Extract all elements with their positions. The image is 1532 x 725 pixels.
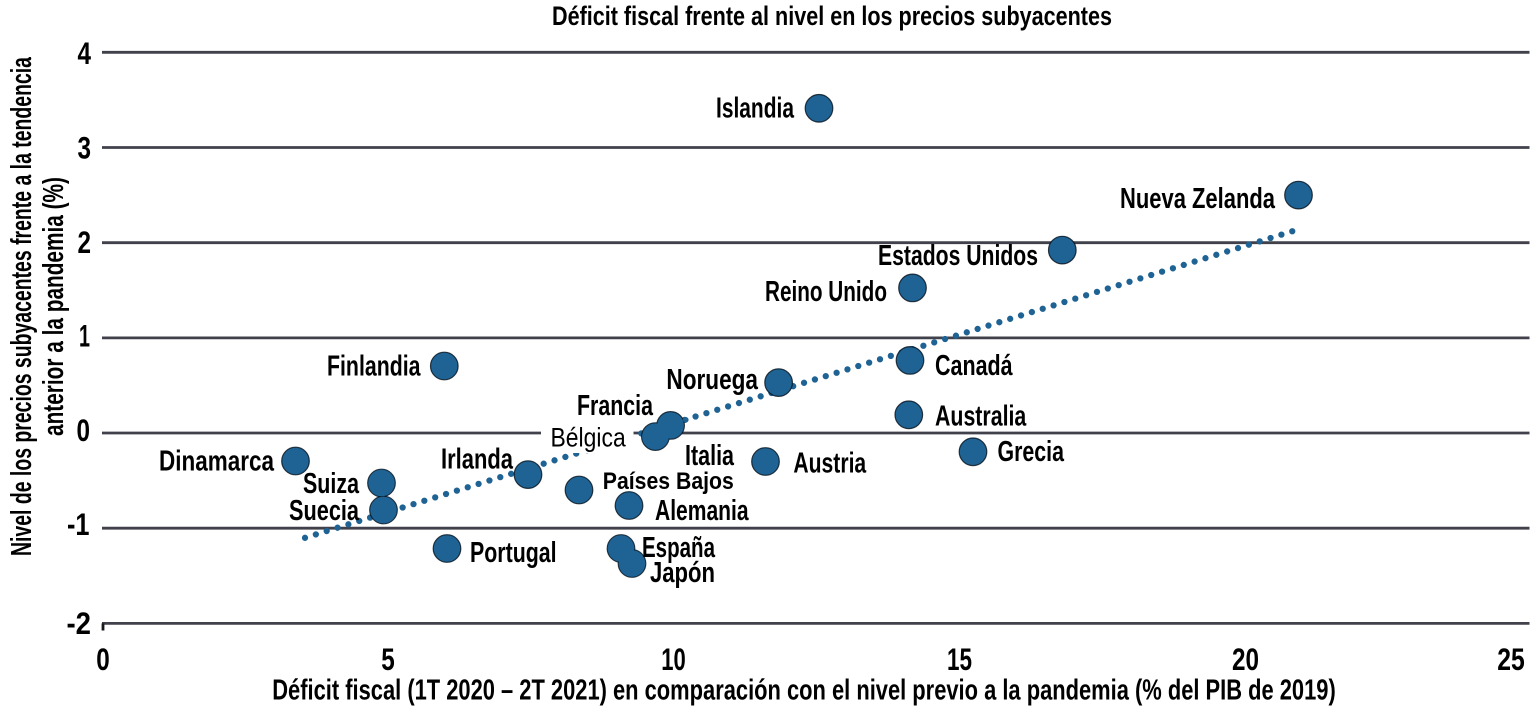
svg-text:Islandia: Islandia	[716, 93, 795, 125]
svg-text:Bélgica: Bélgica	[551, 423, 627, 453]
svg-text:Estados Unidos: Estados Unidos	[878, 240, 1038, 272]
svg-text:-1: -1	[67, 506, 90, 542]
svg-text:1: 1	[79, 318, 90, 354]
svg-text:2: 2	[78, 224, 92, 260]
svg-text:Suecia: Suecia	[289, 495, 360, 527]
svg-text:Países Bajos: Países Bajos	[603, 468, 734, 495]
svg-text:Grecia: Grecia	[998, 436, 1065, 468]
svg-text:Finlandia: Finlandia	[327, 351, 421, 383]
svg-text:España: España	[642, 532, 716, 564]
svg-text:anterior a la pandemia (%): anterior a la pandemia (%)	[38, 177, 70, 436]
svg-text:Suiza: Suiza	[303, 468, 360, 500]
svg-text:3: 3	[78, 129, 92, 165]
svg-text:0: 0	[77, 412, 91, 448]
svg-text:0: 0	[96, 641, 110, 677]
svg-text:Alemania: Alemania	[655, 495, 749, 527]
svg-text:Dinamarca: Dinamarca	[159, 446, 275, 478]
svg-text:Nueva Zelanda: Nueva Zelanda	[1120, 183, 1276, 215]
svg-text:Australia: Australia	[935, 401, 1027, 433]
svg-text:20: 20	[1232, 641, 1259, 677]
svg-text:Reino Unido: Reino Unido	[765, 276, 887, 308]
svg-text:Noruega: Noruega	[666, 364, 758, 396]
svg-text:Nivel de los precios subyacent: Nivel de los precios subyacentes frente …	[6, 56, 38, 556]
svg-text:4: 4	[78, 35, 92, 71]
svg-text:10: 10	[661, 641, 686, 677]
svg-text:Portugal: Portugal	[470, 537, 557, 569]
svg-text:Japón: Japón	[650, 557, 715, 589]
svg-text:Déficit fiscal (1T 2020 – 2T 2: Déficit fiscal (1T 2020 – 2T 2021) en co…	[272, 675, 1336, 707]
svg-text:15: 15	[947, 641, 972, 677]
svg-text:-2: -2	[67, 605, 92, 641]
svg-text:5: 5	[381, 641, 395, 677]
svg-text:Canadá: Canadá	[935, 350, 1013, 382]
svg-text:Déficit fiscal frente al nivel: Déficit fiscal frente al nivel en los pr…	[552, 1, 1112, 31]
svg-text:Italia: Italia	[685, 440, 735, 472]
svg-text:Francia: Francia	[577, 390, 654, 422]
svg-text:25: 25	[1497, 641, 1525, 677]
svg-text:Austria: Austria	[793, 448, 866, 480]
svg-text:Irlanda: Irlanda	[441, 444, 514, 476]
